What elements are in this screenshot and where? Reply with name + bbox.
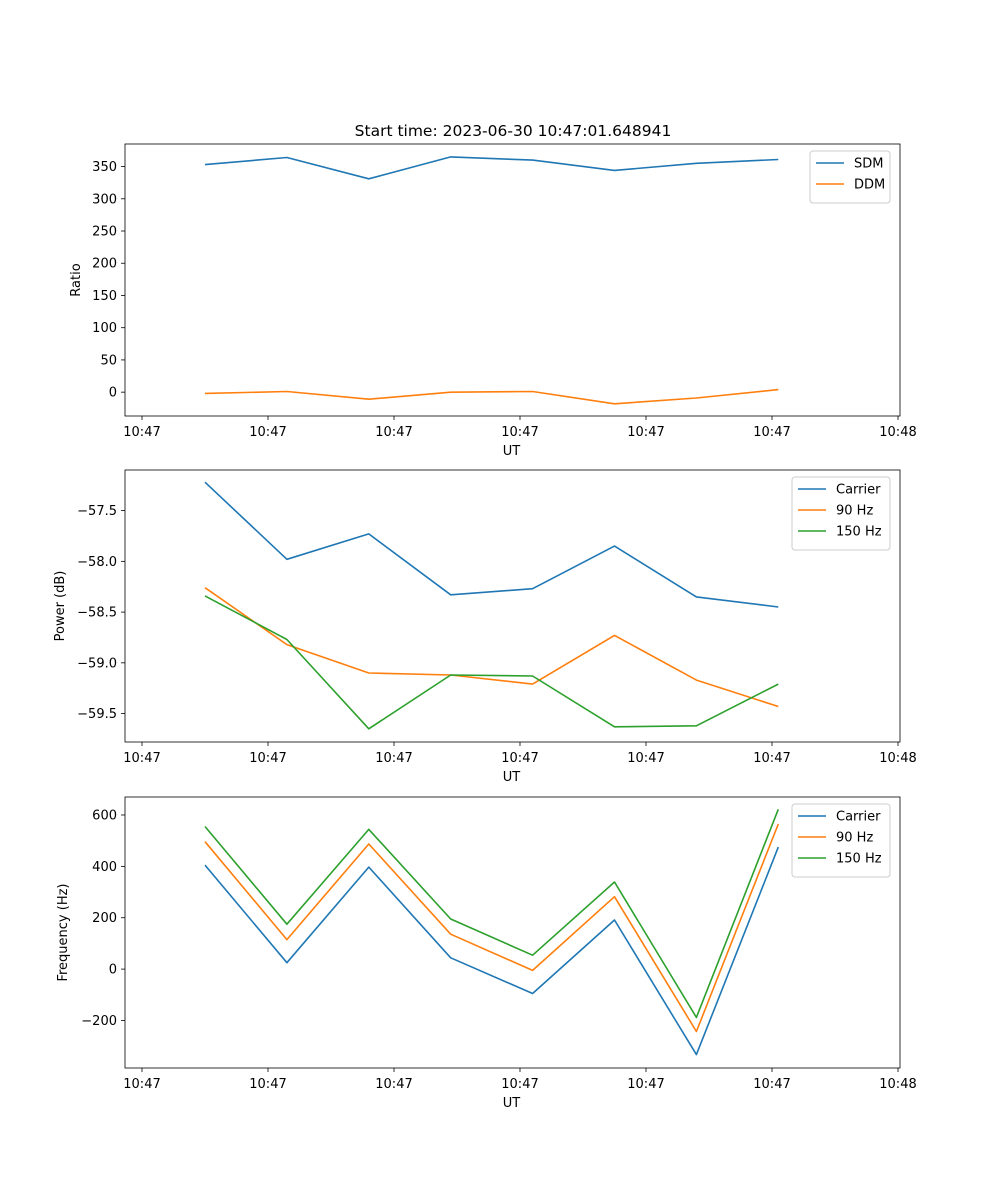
x-tick-label: 10:47	[627, 1077, 664, 1092]
y-tick-label: 250	[92, 225, 117, 240]
series-line-carrier	[204, 846, 780, 1056]
axes-frame	[124, 143, 901, 417]
figure-title: Start time: 2023-06-30 10:47:01.648941	[355, 122, 672, 140]
y-tick-label: −200	[81, 1014, 117, 1029]
y-tick-label: 150	[92, 289, 117, 304]
legend-box	[809, 150, 891, 204]
series-line-carrier	[204, 481, 779, 608]
legend-entry: SDM	[854, 157, 883, 172]
x-tick-label: 10:48	[879, 1077, 916, 1092]
y-tick-label: 600	[92, 808, 117, 823]
x-tick-label: 10:47	[375, 751, 412, 766]
x-tick-label: 10:47	[123, 1077, 160, 1092]
x-tick-label: 10:48	[879, 751, 916, 766]
ratio-panel: 10:47 10:47 10:47 10:47 10:47 10:47 10:48 0 50 10…	[69, 143, 917, 459]
series-line-sdm	[204, 156, 779, 180]
y-tick-label: −58.0	[77, 555, 117, 570]
y-tick-label: 200	[92, 911, 117, 926]
series-line-ddm	[204, 388, 779, 405]
x-tick-label: 10:47	[627, 425, 664, 440]
x-tick-label: 10:47	[249, 425, 286, 440]
series-line-150-hz	[204, 809, 780, 1019]
y-tick-label: 350	[92, 160, 117, 175]
y-axis-label: Frequency (Hz)	[56, 883, 71, 981]
x-tick-label: 10:47	[753, 425, 790, 440]
x-tick-label: 10:47	[753, 751, 790, 766]
x-axis-label: UT	[503, 1096, 521, 1111]
legend-entry: Carrier	[836, 810, 881, 825]
legend-entry: Carrier	[836, 483, 881, 498]
legend-entry: 90 Hz	[836, 504, 873, 519]
x-tick-label: 10:47	[375, 425, 412, 440]
y-tick-label: −59.5	[77, 707, 117, 722]
y-tick-label: 50	[100, 353, 117, 368]
power-panel: 10:47 10:47 10:47 10:47 10:47 10:47 10:48 −59.5…	[53, 469, 917, 785]
y-tick-label: −58.5	[77, 606, 117, 621]
x-tick-label: 10:47	[249, 751, 286, 766]
axes-frame	[124, 469, 901, 743]
legend: SDM DDM	[809, 150, 891, 204]
legend: Carrier 90 Hz 150 Hz	[791, 476, 891, 551]
y-tick-label: 300	[92, 192, 117, 207]
axes-frame	[124, 796, 901, 1069]
series-line-150-hz	[204, 595, 779, 730]
x-tick-label: 10:47	[501, 1077, 538, 1092]
x-tick-label: 10:47	[627, 751, 664, 766]
x-tick-label: 10:47	[501, 751, 538, 766]
series-line-90-hz	[204, 587, 779, 708]
y-axis-label: Power (dB)	[53, 571, 68, 642]
x-tick-label: 10:47	[375, 1077, 412, 1092]
x-tick-label: 10:47	[753, 1077, 790, 1092]
frequency-panel: 10:47 10:47 10:47 10:47 10:47 10:47 10:48 −200 0…	[56, 796, 917, 1111]
y-tick-label: −57.5	[77, 504, 117, 519]
y-tick-label: 100	[92, 321, 117, 336]
legend-entry: 90 Hz	[836, 831, 873, 846]
x-tick-label: 10:47	[501, 425, 538, 440]
y-tick-label: 200	[92, 257, 117, 272]
series-line-90-hz	[204, 823, 780, 1033]
x-tick-label: 10:47	[123, 425, 160, 440]
x-tick-label: 10:48	[879, 425, 916, 440]
x-tick-label: 10:47	[123, 751, 160, 766]
y-axis-label: Ratio	[69, 263, 84, 296]
y-tick-label: 0	[109, 963, 117, 978]
legend-entry: 150 Hz	[836, 852, 882, 867]
x-axis-label: UT	[503, 444, 521, 459]
legend: Carrier 90 Hz 150 Hz	[791, 803, 891, 878]
x-axis-label: UT	[503, 770, 521, 785]
x-tick-label: 10:47	[249, 1077, 286, 1092]
y-tick-label: 400	[92, 860, 117, 875]
y-tick-label: −59.0	[77, 656, 117, 671]
legend-entry: DDM	[854, 178, 885, 193]
legend-entry: 150 Hz	[836, 525, 882, 540]
y-tick-label: 0	[109, 386, 117, 401]
